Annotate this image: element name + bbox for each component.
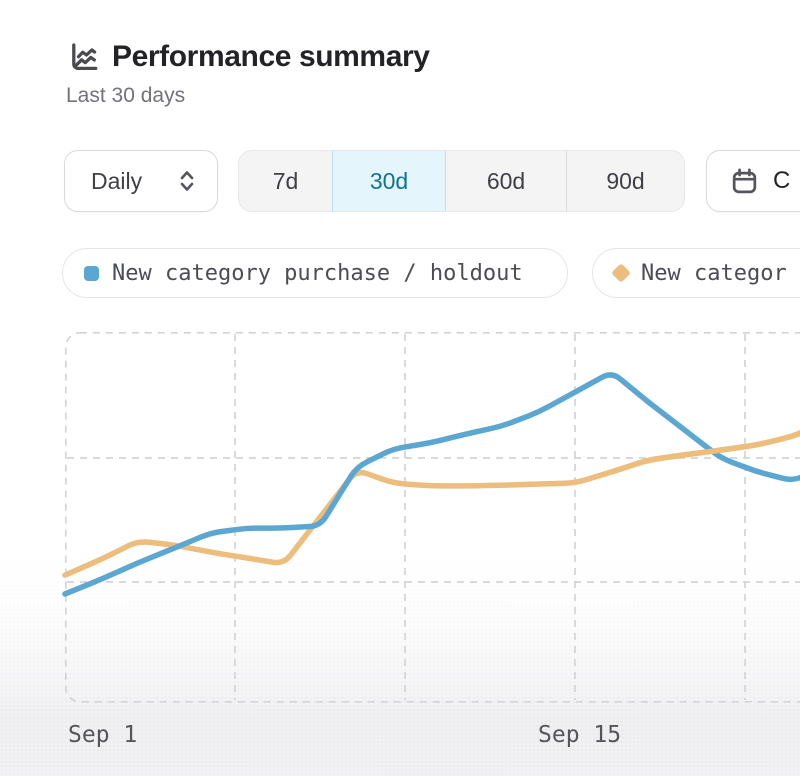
legend-item-new-category[interactable]: New categor [592,248,800,298]
custom-range-button[interactable]: C [706,150,800,212]
chart-grid [64,331,800,703]
custom-range-label: C [773,167,791,194]
chevron-up-down-icon [180,171,194,191]
page-subtitle: Last 30 days [66,84,186,107]
range-option-90d[interactable]: 90d [606,167,645,194]
bottom-fade-texture [0,540,800,776]
series-holdout-line [62,372,800,597]
legend-label-new-category: New categor [641,260,787,286]
range-segmented-control: 7d 30d 60d 90d [238,150,685,212]
legend-label-holdout: New category purchase / holdout [112,260,523,286]
range-option-60d[interactable]: 60d [446,151,567,211]
chart-waves-icon [72,43,98,70]
legend-item-holdout[interactable]: New category purchase / holdout [62,248,568,298]
range-option-30d[interactable]: 30d [332,151,446,211]
page-title: Performance summary [112,40,430,73]
range-option-7d[interactable]: 7d [239,151,333,211]
legend-diamond-marker [611,263,631,283]
x-axis-label-sep1: Sep 1 [68,722,138,748]
calendar-icon [732,168,757,193]
chart-plot-border [64,331,800,703]
granularity-value: Daily [91,167,143,194]
series-new-category-line-overlay [609,430,800,475]
x-axis-label-sep15: Sep 15 [538,722,622,748]
legend-row: New category purchase / holdout New cate… [0,248,800,298]
legend-square-marker [84,265,99,281]
granularity-select[interactable]: Daily [64,150,218,212]
controls-row: Daily 7d 30d 60d 90d C [0,150,800,212]
